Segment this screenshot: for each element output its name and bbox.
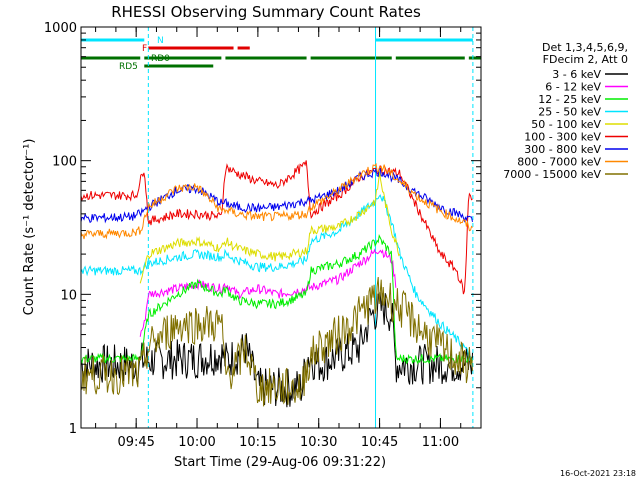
series-line-12-25-kev <box>80 233 473 365</box>
series-line-25-50-kev <box>80 194 473 361</box>
series-line-800-7000-kev <box>80 162 473 240</box>
x-tick-label: 10:00 <box>178 435 215 450</box>
legend-header-line: Det 1,3,4,5,6,9, <box>542 41 628 54</box>
flag-bars: NF RD0 RD5 <box>81 36 481 72</box>
legend-entry-12-25-kev: 12 - 25 keV <box>538 93 601 106</box>
legend-header-line: FDecim 2, Att 0 <box>543 53 628 66</box>
flag-label-rd0: RD0 <box>151 54 170 64</box>
y-tick-label: 1000 <box>44 21 77 36</box>
legend-entry-100-300-kev: 100 - 300 keV <box>524 131 601 144</box>
legend-entry-25-50-kev: 25 - 50 keV <box>538 106 601 119</box>
flag-label-rd5: RD5 <box>119 62 138 72</box>
legend-entry-300-800-kev: 300 - 800 keV <box>524 143 601 156</box>
x-tick-label: 10:30 <box>300 435 337 450</box>
x-axis-label: Start Time (29-Aug-06 09:31:22) <box>174 455 386 470</box>
legend-entry-3-6-kev: 3 - 6 keV <box>552 68 601 81</box>
legend-entry-800-7000-kev: 800 - 7000 keV <box>517 156 601 169</box>
y-tick-label: 100 <box>52 155 77 170</box>
legend-entry-6-12-kev: 6 - 12 keV <box>545 81 601 94</box>
plot-area <box>80 27 474 428</box>
y-tick-label: 1 <box>69 422 77 437</box>
x-tick-label: 10:15 <box>239 435 276 450</box>
flag-label-f: F <box>142 44 147 54</box>
series-line-7000-15000-kev <box>80 276 473 407</box>
x-tick-label: 10:45 <box>361 435 398 450</box>
axes: 1 10 100 1000 09:45 10:00 10:15 10:30 10:45 11:00 <box>44 21 482 450</box>
legend: Det 1,3,4,5,6,9,FDecim 2, Att 0 3 - 6 keV… <box>503 41 628 181</box>
x-tick-label: 09:45 <box>117 435 154 450</box>
legend-entry-7000-15000-kev: 7000 - 15000 keV <box>503 168 601 181</box>
x-tick-label: 11:00 <box>422 435 459 450</box>
legend-entry-50-100-kev: 50 - 100 keV <box>531 118 601 131</box>
y-tick-label: 10 <box>60 288 77 303</box>
plot-frame <box>80 26 482 429</box>
series-line-50-100-kev <box>139 171 401 284</box>
flag-label-n: N <box>157 36 164 46</box>
chart-title: RHESSI Observing Summary Count Rates <box>111 3 421 21</box>
y-axis-label: Count Rate (s⁻¹ detector⁻¹) <box>22 139 37 316</box>
footer-timestamp: 16-Oct-2021 23:18 <box>560 469 636 478</box>
